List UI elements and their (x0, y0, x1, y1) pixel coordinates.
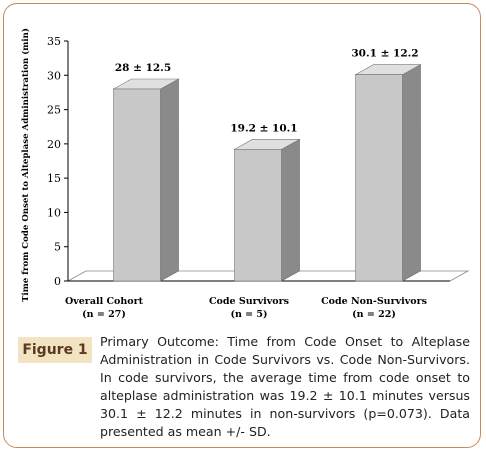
caption-text: Primary Outcome: Time from Code Onset to… (100, 334, 470, 439)
category-count-2: (n = 22) (352, 309, 396, 320)
category-count-0: (n = 27) (82, 309, 126, 320)
bar-2 (354, 64, 422, 282)
figure-caption: Figure 1 Primary Outcome: Time from Code… (18, 331, 478, 441)
category-count-1: (n = 5) (230, 309, 267, 320)
data-label-2: 30.1 ± 12.2 (351, 48, 418, 60)
bar-chart: 0 5 10 15 20 25 30 35 28 ± 12.5 19.2 ± 10.1 30.1 … (20, 28, 470, 320)
category-label-0: Overall Cohort (65, 296, 144, 307)
bar-front-1 (234, 149, 282, 282)
bar-side-0 (160, 78, 179, 282)
y-tick-label-4: 20 (47, 138, 61, 151)
chart-bars (112, 64, 422, 282)
y-tick-label-5: 25 (47, 104, 61, 117)
bar-1 (233, 138, 301, 282)
y-tick-label-1: 5 (54, 241, 61, 254)
figure-badge: Figure 1 (18, 337, 92, 363)
bar-side-2 (402, 64, 421, 282)
y-axis-label: Time from Code Onset to Alteplase Admini… (20, 28, 31, 302)
y-tick-label-0: 0 (54, 275, 61, 288)
y-tick-label-6: 30 (47, 69, 61, 82)
data-label-0: 28 ± 12.5 (115, 62, 171, 74)
figure-frame: 0 5 10 15 20 25 30 35 28 ± 12.5 19.2 ± 10.1 30.1 … (3, 3, 481, 448)
y-tick-label-2: 10 (47, 206, 61, 219)
bar-front-0 (113, 88, 161, 282)
category-label-1: Code Survivors (209, 296, 289, 307)
bar-front-2 (355, 74, 403, 282)
y-tick-label-3: 15 (47, 172, 61, 185)
y-tick-label-7: 35 (47, 35, 61, 48)
data-label-1: 19.2 ± 10.1 (230, 122, 297, 134)
category-label-2: Code Non-Survivors (321, 296, 427, 307)
bar-side-1 (281, 138, 300, 282)
bar-0 (112, 78, 180, 282)
chart-labels: 28 ± 12.5 19.2 ± 10.1 30.1 ± 12.2 Overall C… (65, 48, 427, 320)
